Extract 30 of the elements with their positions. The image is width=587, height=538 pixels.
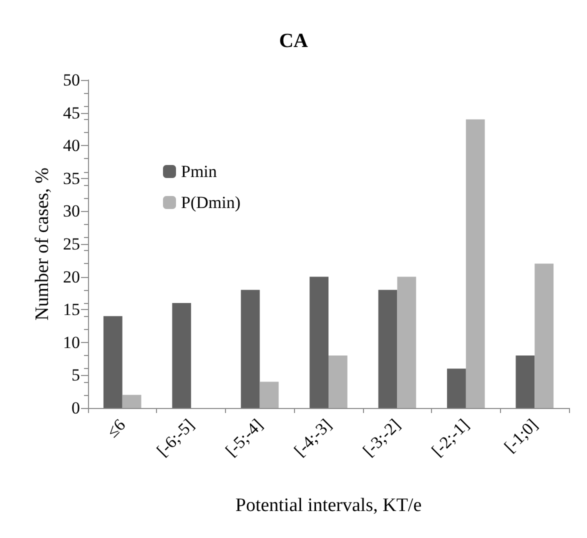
y-tick-label: 45	[63, 103, 80, 122]
y-tick-label: 5	[72, 366, 80, 385]
bar	[516, 356, 535, 408]
x-axis-title: Potential intervals, KT/e	[235, 495, 422, 516]
y-tick-label: 40	[63, 136, 80, 156]
bar	[240, 290, 260, 408]
y-tick-label: 20	[63, 267, 80, 286]
bar	[397, 276, 416, 408]
y-axis-title: Number of cases, %	[32, 167, 53, 321]
bar	[378, 290, 398, 408]
bar	[328, 356, 348, 408]
bar	[103, 316, 122, 408]
y-tick-label: 0	[72, 398, 80, 418]
legend-label: Pmin	[181, 162, 218, 181]
legend-label: P(Dmin)	[181, 193, 240, 212]
bar	[172, 303, 192, 408]
y-tick-label: 50	[63, 70, 80, 90]
bar	[260, 382, 279, 408]
bar	[310, 276, 328, 408]
bar	[534, 264, 554, 408]
bar	[122, 394, 142, 408]
bar	[466, 119, 485, 408]
bar	[447, 368, 466, 408]
y-tick-label: 25	[63, 234, 80, 254]
chart-title: CA	[279, 30, 308, 52]
y-tick-label: 15	[63, 300, 80, 320]
x-tick-label: ≤6	[103, 415, 130, 442]
y-tick-label: 10	[63, 332, 80, 352]
y-tick-label: 35	[63, 168, 80, 188]
y-tick-label: 30	[63, 202, 80, 221]
